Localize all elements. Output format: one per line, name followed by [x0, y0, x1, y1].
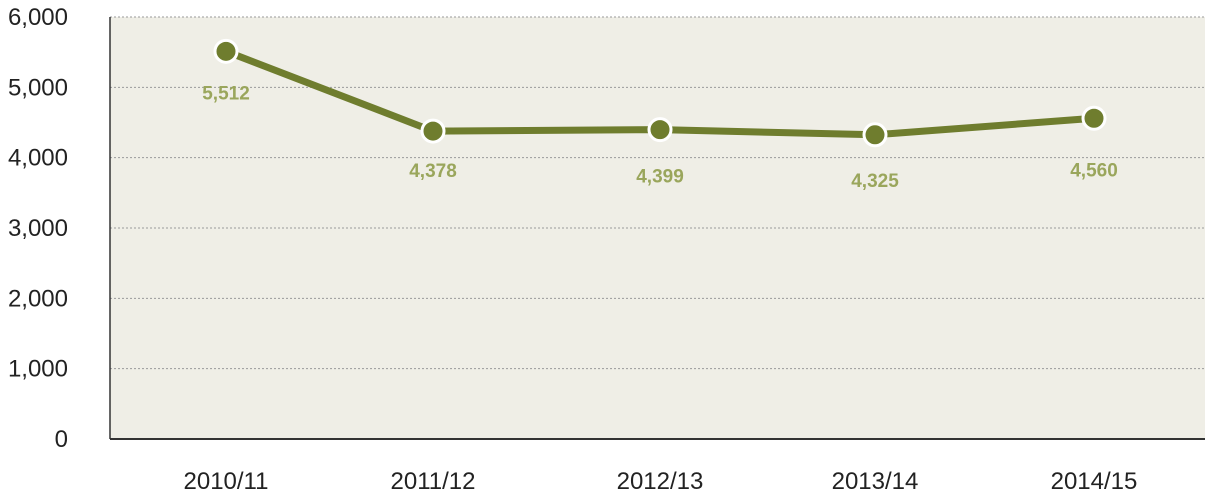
y-tick-label: 4,000: [8, 145, 68, 172]
data-label: 4,399: [636, 167, 684, 188]
y-axis-tick-labels: 0 1,000 2,000 3,000 4,000 5,000 6,000: [8, 4, 68, 453]
y-tick-label: 1,000: [8, 356, 68, 383]
y-tick-label: 6,000: [8, 4, 68, 31]
data-point-marker: [1081, 105, 1107, 131]
gridlines: [110, 16, 1205, 370]
x-tick-label: 2012/13: [617, 468, 704, 495]
y-tick-label: 0: [55, 426, 68, 453]
data-label: 4,325: [851, 171, 899, 192]
y-tick-label: 3,000: [8, 215, 68, 242]
data-point-marker: [862, 122, 888, 148]
x-tick-label: 2010/11: [184, 468, 269, 495]
y-tick-label: 2,000: [8, 285, 68, 312]
y-tick-label: 5,000: [8, 74, 68, 101]
axes: [109, 17, 1205, 440]
x-tick-label: 2014/15: [1051, 468, 1138, 495]
x-tick-label: 2013/14: [832, 468, 919, 495]
data-point-marker: [213, 38, 239, 64]
data-point-marker: [647, 117, 673, 143]
data-labels: 5,512 4,378 4,399 4,325 4,560: [202, 83, 1118, 191]
data-point-marker: [420, 118, 446, 144]
series-group: [213, 38, 1107, 148]
x-axis-tick-labels: 2010/11 2011/12 2012/13 2013/14 2014/15: [184, 468, 1138, 495]
x-tick-label: 2011/12: [391, 468, 476, 495]
data-label: 5,512: [202, 83, 250, 104]
data-label: 4,378: [409, 161, 457, 182]
data-label: 4,560: [1070, 160, 1118, 181]
